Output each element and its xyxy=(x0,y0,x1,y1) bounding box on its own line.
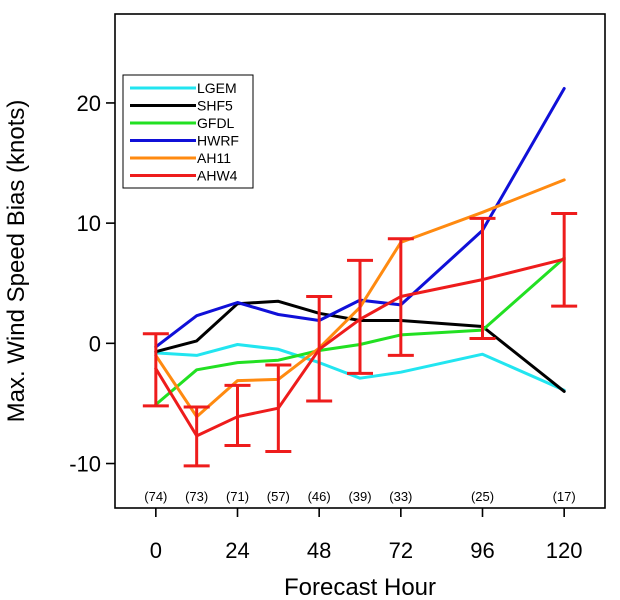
legend-label: GFDL xyxy=(197,115,235,131)
legend-label: LGEM xyxy=(197,80,237,96)
error-bar xyxy=(387,237,414,357)
case-count-label: (17) xyxy=(553,489,576,504)
y-tick-label: 10 xyxy=(77,211,101,236)
error-bar xyxy=(306,294,333,403)
error-bar xyxy=(265,363,292,454)
legend-box xyxy=(122,74,254,189)
y-tick-label: 0 xyxy=(89,331,101,356)
error-bar xyxy=(551,212,578,308)
legend-item-shf5: SHF5 xyxy=(130,98,233,114)
case-count-label: (73) xyxy=(185,489,208,504)
plot-frame xyxy=(114,13,606,509)
error-bar xyxy=(347,258,373,375)
y-tick-label: 20 xyxy=(77,91,101,116)
legend-item-ahw4: AHW4 xyxy=(130,168,238,184)
legend-item-ah11: AH11 xyxy=(130,150,231,166)
case-count-label: (57) xyxy=(267,489,290,504)
case-count-label: (25) xyxy=(471,489,494,504)
legend-label: SHF5 xyxy=(197,98,233,114)
legend-label: AHW4 xyxy=(197,168,238,184)
error-bar xyxy=(469,216,496,341)
x-tick-label: 120 xyxy=(546,538,583,563)
legend-label: HWRF xyxy=(197,133,239,149)
x-tick-label: 0 xyxy=(150,538,162,563)
case-count-label: (74) xyxy=(144,489,167,504)
case-count-label: (71) xyxy=(226,489,249,504)
x-tick-label: 48 xyxy=(307,538,331,563)
y-tick-label: -10 xyxy=(69,452,101,477)
legend-item-lgem: LGEM xyxy=(130,80,237,96)
y-axis-title: Max. Wind Speed Bias (knots) xyxy=(3,100,30,423)
case-count-label: (33) xyxy=(389,489,412,504)
case-count-label: (39) xyxy=(348,489,371,504)
legend-item-gfdl: GFDL xyxy=(130,115,235,131)
x-tick-label: 72 xyxy=(389,538,413,563)
error-bar xyxy=(142,332,169,408)
legend-item-hwrf: HWRF xyxy=(130,133,239,149)
x-tick-label: 24 xyxy=(225,538,249,563)
error-bar xyxy=(224,383,251,447)
legend-label: AH11 xyxy=(197,150,231,166)
case-count-label: (46) xyxy=(308,489,331,504)
x-tick-label: 96 xyxy=(470,538,494,563)
error-bar xyxy=(183,405,210,468)
x-axis-title: Forecast Hour xyxy=(284,574,436,600)
